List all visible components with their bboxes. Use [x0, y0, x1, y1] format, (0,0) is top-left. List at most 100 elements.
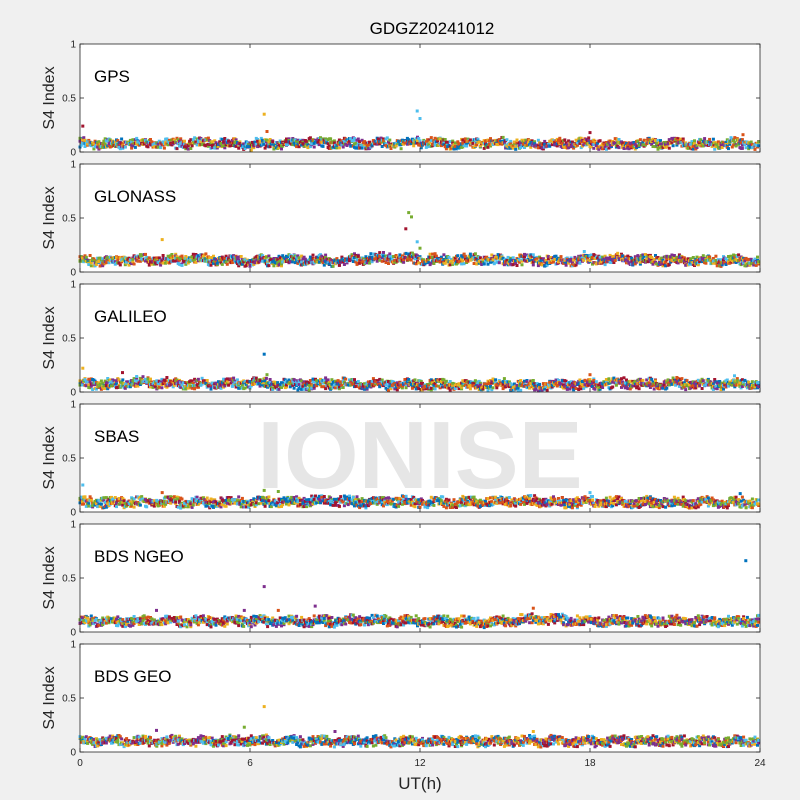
scatter-point	[189, 138, 193, 142]
scatter-point	[272, 147, 276, 151]
scatter-point	[564, 261, 568, 265]
scatter-point	[378, 385, 382, 389]
scatter-point	[578, 378, 582, 382]
scatter-point	[588, 378, 592, 382]
scatter-point	[592, 146, 596, 150]
scatter-point	[512, 142, 516, 146]
panel-background	[80, 404, 760, 512]
scatter-point	[490, 388, 494, 392]
scatter-point	[574, 263, 578, 267]
scatter-point	[387, 380, 390, 383]
scatter-point	[505, 138, 509, 142]
scatter-point	[89, 261, 93, 264]
scatter-point	[559, 382, 563, 386]
scatter-point	[633, 379, 637, 383]
scatter-point	[434, 254, 438, 258]
scatter-point	[403, 378, 407, 381]
scatter-point	[291, 383, 295, 387]
scatter-point	[268, 145, 272, 149]
scatter-point	[407, 378, 411, 381]
scatter-point	[523, 379, 526, 383]
scatter-point	[448, 380, 452, 383]
scatter-point	[509, 139, 513, 143]
scatter-point	[620, 140, 623, 144]
scatter-point	[505, 258, 509, 262]
scatter-point	[184, 262, 188, 266]
scatter-point	[422, 258, 426, 262]
scatter-point	[249, 148, 253, 152]
scatter-point	[281, 144, 285, 148]
scatter-point	[427, 261, 431, 265]
scatter-point	[426, 259, 430, 263]
scatter-point	[496, 383, 500, 387]
scatter-point	[225, 262, 229, 266]
scatter-point	[633, 262, 637, 266]
scatter-point	[115, 256, 118, 260]
scatter-point	[292, 386, 296, 390]
scatter-point	[225, 377, 229, 381]
scatter-point	[251, 140, 254, 144]
scatter-point	[714, 258, 718, 262]
scatter-point	[106, 377, 110, 380]
scatter-point	[711, 387, 715, 391]
panel-background	[80, 284, 760, 392]
scatter-point	[747, 257, 751, 261]
scatter-point	[368, 140, 372, 144]
scatter-point	[268, 378, 272, 381]
scatter-point	[154, 258, 158, 262]
scatter-point	[193, 387, 197, 391]
scatter-point	[617, 138, 621, 141]
scatter-point	[720, 263, 724, 267]
scatter-point	[220, 137, 224, 141]
scatter-point	[685, 379, 689, 383]
scatter-point	[638, 260, 642, 264]
scatter-point	[214, 257, 218, 261]
scatter-point	[564, 263, 568, 267]
scatter-point	[172, 138, 176, 142]
scatter-point	[258, 139, 262, 143]
scatter-point	[263, 257, 267, 261]
scatter-point	[671, 144, 675, 148]
scatter-point	[418, 139, 422, 143]
scatter-point	[463, 137, 467, 141]
scatter-point	[442, 378, 446, 382]
scatter-point	[354, 384, 358, 388]
scatter-point	[324, 387, 328, 391]
scatter-point	[625, 378, 628, 382]
scatter-point	[715, 143, 719, 147]
scatter-point	[656, 138, 660, 142]
scatter-point	[200, 376, 204, 380]
scatter-point	[582, 143, 586, 147]
scatter-point	[117, 261, 121, 265]
scatter-point	[311, 380, 315, 384]
scatter-point	[83, 378, 87, 382]
scatter-point	[675, 255, 679, 259]
scatter-point	[665, 257, 669, 261]
scatter-point	[276, 258, 280, 262]
scatter-point	[121, 378, 125, 382]
scatter-point	[569, 145, 573, 149]
scatter-point	[580, 256, 584, 260]
scatter-point	[467, 384, 471, 388]
scatter-point	[476, 137, 480, 141]
scatter-point	[754, 383, 758, 387]
scatter-point	[677, 384, 681, 388]
scatter-point	[205, 379, 209, 382]
scatter-point	[715, 264, 719, 268]
scatter-point	[212, 143, 215, 147]
scatter-point	[601, 386, 605, 389]
scatter-point	[196, 254, 200, 258]
scatter-point	[514, 262, 518, 265]
scatter-point	[376, 257, 380, 261]
scatter-point	[453, 257, 457, 260]
scatter-point	[146, 377, 150, 381]
scatter-point	[379, 136, 383, 140]
scatter-point	[612, 376, 616, 380]
y-tick-label: 0	[70, 268, 76, 279]
scatter-point	[468, 387, 472, 391]
scatter-point	[144, 377, 147, 381]
scatter-point	[520, 263, 524, 267]
scatter-point	[83, 497, 87, 500]
scatter-point	[700, 387, 704, 390]
